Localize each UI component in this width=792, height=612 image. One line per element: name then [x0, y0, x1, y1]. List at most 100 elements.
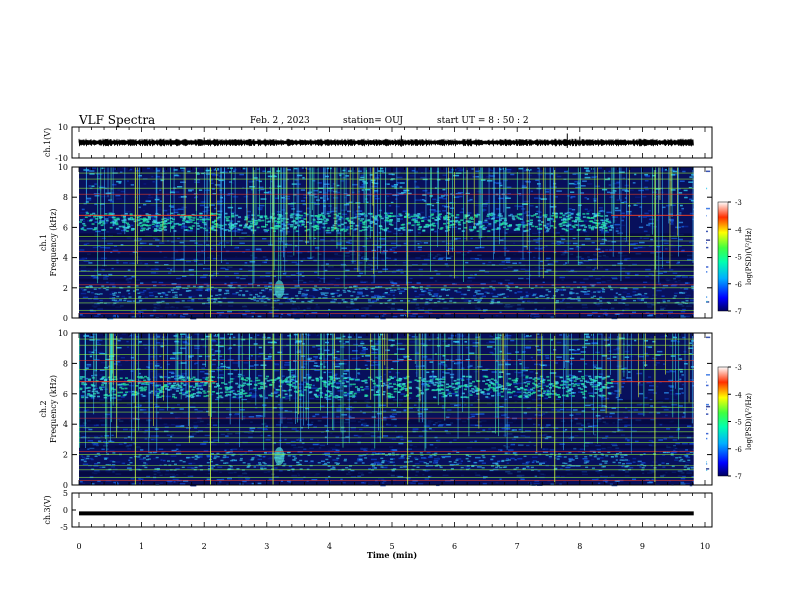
- noise-cell: [360, 281, 366, 283]
- noise-cell: [463, 229, 467, 232]
- hiss-cell: [218, 288, 222, 291]
- noise-cell: [224, 282, 227, 285]
- noise-cell: [82, 289, 86, 292]
- noise-cell: [501, 408, 504, 411]
- noise-cell: [423, 242, 429, 244]
- band-cell: [290, 216, 294, 219]
- band-cell: [367, 219, 371, 222]
- noise-cell: [608, 170, 611, 173]
- noise-cell: [638, 302, 643, 304]
- hiss-cell: [441, 288, 445, 290]
- band-cell: [360, 213, 364, 216]
- noise-cell: [602, 313, 609, 315]
- band-cell: [605, 215, 609, 217]
- band-cell: [582, 229, 586, 232]
- hiss-cell: [599, 300, 603, 302]
- band-cell: [192, 217, 196, 219]
- noise-cell: [704, 246, 709, 249]
- band-cell: [443, 217, 447, 219]
- band-cell: [145, 213, 149, 215]
- noise-cell: [83, 202, 88, 205]
- noise-cell: [677, 261, 680, 264]
- noise-cell: [595, 414, 601, 417]
- band-cell: [601, 227, 605, 230]
- noise-cell: [281, 389, 286, 392]
- band-cell: [154, 228, 158, 230]
- hiss-cell: [414, 298, 418, 301]
- colorbar-tick-label: -7: [735, 308, 742, 316]
- hiss-cell: [350, 295, 354, 297]
- noise-cell: [328, 475, 331, 478]
- band-cell: [586, 212, 590, 215]
- noise-cell: [119, 337, 123, 340]
- hiss-cell: [135, 288, 139, 291]
- hiss-cell: [476, 301, 480, 304]
- band-cell: [294, 221, 298, 224]
- noise-cell: [382, 238, 387, 240]
- noise-cell: [357, 268, 363, 271]
- noise-cell: [330, 301, 336, 303]
- noise-cell: [575, 382, 581, 385]
- noise-cell: [651, 227, 655, 230]
- noise-cell: [182, 245, 187, 247]
- noise-cell: [267, 242, 273, 244]
- band-cell: [327, 215, 331, 217]
- noise-cell: [101, 361, 107, 364]
- noise-cell: [583, 220, 588, 222]
- hiss-cell: [467, 289, 471, 292]
- noise-cell: [207, 469, 211, 472]
- band-cell: [359, 219, 363, 222]
- band-cell: [526, 220, 530, 222]
- noise-cell: [106, 286, 109, 289]
- noise-cell: [400, 314, 407, 317]
- noise-cell: [681, 225, 684, 228]
- noise-cell: [331, 465, 335, 468]
- noise-cell: [405, 477, 411, 479]
- hiss-cell: [205, 289, 209, 291]
- noise-cell: [136, 237, 142, 239]
- noise-cell: [147, 200, 150, 203]
- noise-cell: [678, 245, 682, 247]
- noise-cell: [658, 283, 661, 285]
- band-cell: [152, 219, 156, 222]
- noise-cell: [427, 308, 433, 310]
- noise-cell: [140, 227, 144, 229]
- hiss-cell: [388, 299, 392, 301]
- noise-cell: [630, 313, 634, 315]
- noise-cell: [655, 195, 660, 198]
- noise-cell: [611, 286, 618, 289]
- noise-cell: [564, 231, 568, 234]
- noise-cell: [236, 276, 240, 279]
- noise-cell: [403, 356, 407, 359]
- band-cell: [530, 219, 534, 222]
- noise-cell: [205, 173, 211, 175]
- noise-cell: [495, 481, 499, 484]
- noise-cell: [216, 478, 222, 481]
- noise-cell: [304, 293, 308, 296]
- noise-cell: [437, 273, 440, 275]
- noise-cell: [203, 283, 209, 286]
- noise-cell: [361, 355, 364, 357]
- noise-cell: [475, 170, 480, 173]
- noise-cell: [166, 194, 169, 196]
- noise-cell: [452, 194, 455, 196]
- band-cell: [369, 226, 373, 229]
- noise-cell: [105, 192, 112, 195]
- noise-cell: [513, 242, 516, 245]
- noise-cell: [613, 295, 616, 297]
- band-cell: [552, 220, 556, 223]
- band-cell: [407, 229, 411, 231]
- noise-cell: [179, 316, 186, 318]
- band-cell: [519, 218, 523, 221]
- band-cell: [334, 220, 338, 222]
- noise-cell: [390, 201, 394, 204]
- noise-cell: [534, 247, 538, 250]
- noise-cell: [599, 229, 604, 231]
- band-cell: [456, 214, 460, 216]
- noise-cell: [606, 191, 611, 194]
- band-cell: [171, 227, 175, 229]
- band-cell: [158, 229, 162, 232]
- noise-cell: [396, 342, 403, 345]
- noise-cell: [171, 257, 175, 259]
- noise-cell: [634, 196, 641, 199]
